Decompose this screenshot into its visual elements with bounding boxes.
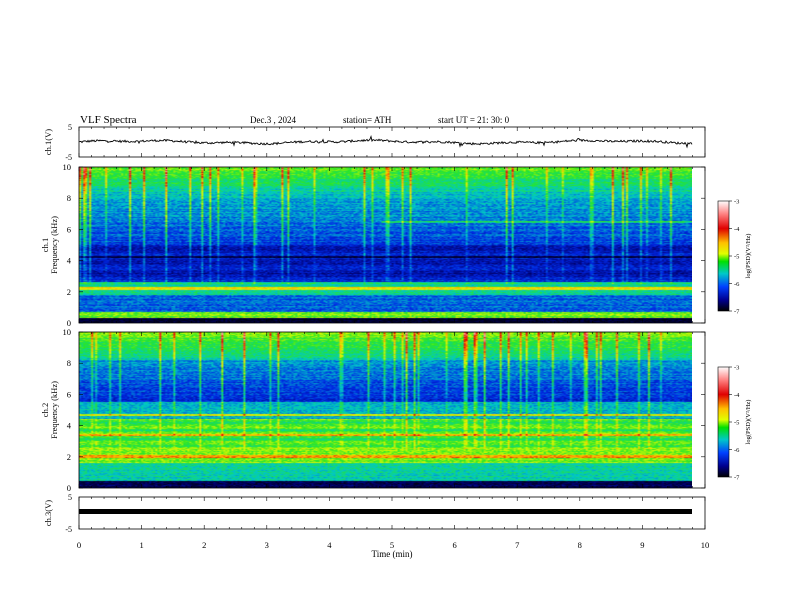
ch1-spectrogram-image	[79, 167, 692, 323]
ch3-waveform-ytick-top: 5	[68, 493, 72, 502]
x-tick-label: 2	[202, 540, 206, 550]
panel-ch1-spectrogram: 10 8 6 4 2 0 ch.1 Frequency (kHz)	[40, 162, 706, 328]
ch3-waveform-ytick-bottom: -5	[65, 525, 72, 534]
colorbar-tick-label: -3	[734, 199, 739, 206]
header-date: Dec.3 , 2024	[250, 115, 296, 125]
panel-ch1-waveform: 5 -5 ch.1(V)	[43, 123, 706, 162]
header-start-time: start UT = 21: 30: 0	[438, 115, 510, 125]
x-tick-label: 10	[701, 540, 710, 550]
y-tick-label: 10	[63, 162, 72, 172]
panel-ch3-waveform: 5 -5 ch.3(V)	[43, 493, 706, 534]
y-tick-label: 2	[67, 452, 71, 462]
x-tick-label: 6	[452, 540, 456, 550]
x-tick-label: 3	[265, 540, 269, 550]
y-tick-label: 4	[67, 256, 72, 266]
y-tick-label: 10	[63, 327, 72, 337]
colorbar-ch1: -3 -4 -5 -6 -7 log(PSD)(V²/Hz)	[717, 199, 752, 316]
y-tick-label: 6	[67, 389, 71, 399]
ch2-spectrogram-image	[79, 332, 692, 488]
y-tick-label: 6	[67, 224, 71, 234]
x-tick-label: 7	[515, 540, 519, 550]
colorbar-tick-label: -7	[734, 309, 740, 316]
y-tick-label: 0	[67, 483, 71, 493]
colorbar-ch2-gradient	[718, 367, 729, 477]
x-axis-tick-labels: 0 1 2 3 4 5 6 7 8 9 10	[77, 540, 709, 550]
ch1-waveform-trace	[78, 134, 693, 149]
colorbar-tick-label: -5	[734, 420, 739, 427]
y-tick-label: 2	[67, 287, 71, 297]
ch3-waveform-trace	[79, 509, 692, 514]
figure-title: VLF Spectra	[80, 114, 137, 126]
header-station: station= ATH	[343, 115, 392, 125]
x-tick-label: 8	[578, 540, 582, 550]
ch3-waveform-ylabel: ch.3(V)	[43, 500, 53, 526]
ch1-spectrogram-ylabel-freq: Frequency (kHz)	[49, 216, 59, 274]
ch1-spectrogram-ylabel-channel: ch.1	[40, 238, 50, 252]
colorbar-tick-label: -6	[734, 281, 740, 288]
x-tick-label: 0	[77, 540, 81, 550]
x-tick-label: 4	[327, 540, 332, 550]
x-tick-label: 5	[390, 540, 394, 550]
y-tick-label: 8	[67, 193, 71, 203]
y-tick-label: 4	[67, 421, 72, 431]
y-tick-label: 8	[67, 358, 71, 368]
x-axis-label: Time (min)	[372, 549, 413, 559]
colorbar-tick-label: -6	[734, 447, 740, 454]
ch1-waveform-ytick-top: 5	[68, 123, 72, 132]
colorbar-tick-label: -4	[734, 226, 740, 233]
ch2-spectrogram-ylabel-channel: ch.2	[40, 403, 50, 417]
colorbar-tick-label: -7	[734, 475, 740, 482]
y-tick-label: 0	[67, 318, 71, 328]
colorbar-tick-label: -5	[734, 254, 739, 261]
colorbar-ch2-label: log(PSD)(V²/Hz)	[745, 400, 752, 445]
ch2-spectrogram-ylabel-freq: Frequency (kHz)	[49, 381, 59, 439]
ch1-waveform-ylabel: ch.1(V)	[43, 129, 53, 155]
ch1-waveform-ytick-bottom: -5	[65, 153, 72, 162]
x-tick-label: 9	[640, 540, 644, 550]
colorbar-tick-label: -4	[734, 392, 740, 399]
colorbar-tick-label: -3	[734, 365, 739, 372]
colorbar-ch1-label: log(PSD)(V²/Hz)	[745, 234, 752, 279]
x-tick-label: 1	[139, 540, 143, 550]
colorbar-ch2: -3 -4 -5 -6 -7 log(PSD)(V²/Hz)	[717, 365, 752, 482]
panel-ch2-spectrogram: 10 8 6 4 2 0 ch.2 Frequency (kHz)	[40, 327, 706, 493]
colorbar-ch1-gradient	[718, 201, 729, 311]
